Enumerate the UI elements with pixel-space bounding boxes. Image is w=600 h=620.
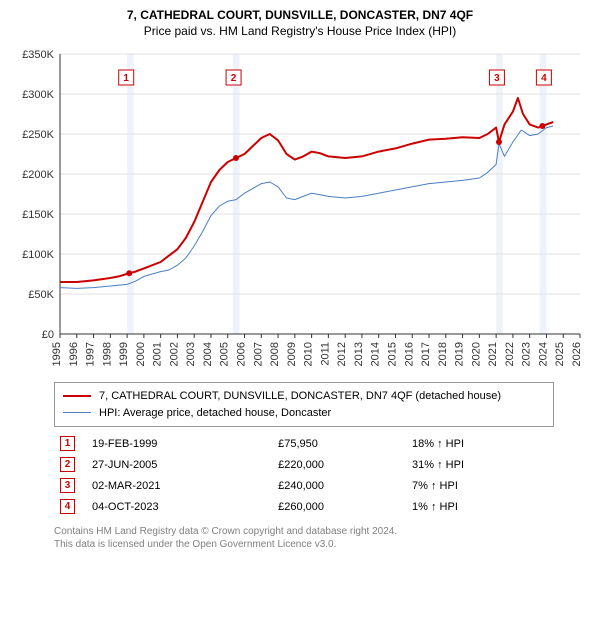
svg-text:2006: 2006: [236, 342, 248, 366]
svg-text:2023: 2023: [521, 342, 533, 366]
sale-delta: 31% ↑ HPI: [406, 454, 554, 475]
svg-text:1: 1: [123, 73, 129, 84]
svg-text:£300K: £300K: [22, 89, 54, 101]
sale-marker-icon: 2: [60, 457, 75, 472]
table-row: 2 27-JUN-2005£220,00031% ↑ HPI: [54, 454, 554, 475]
svg-text:£250K: £250K: [22, 129, 54, 141]
svg-text:2017: 2017: [420, 342, 432, 366]
sale-delta: 1% ↑ HPI: [406, 496, 554, 517]
svg-text:2019: 2019: [454, 342, 466, 366]
svg-text:2: 2: [231, 73, 237, 84]
sale-marker-icon: 3: [60, 478, 75, 493]
svg-text:£0: £0: [42, 329, 54, 341]
svg-text:2000: 2000: [135, 342, 147, 366]
chart-area: £0 £50K £100K £150K £200K £250K £300K £350K 1995…: [10, 44, 590, 374]
svg-text:2010: 2010: [303, 342, 315, 366]
svg-text:2025: 2025: [554, 342, 566, 366]
legend-swatch: [63, 395, 91, 397]
svg-text:4: 4: [541, 73, 547, 84]
svg-text:2015: 2015: [386, 342, 398, 366]
svg-text:£200K: £200K: [22, 169, 54, 181]
footer-line-1: Contains HM Land Registry data © Crown c…: [54, 525, 578, 538]
legend-label: 7, CATHEDRAL COURT, DUNSVILLE, DONCASTER…: [99, 388, 501, 405]
legend-swatch: [63, 412, 91, 413]
sale-price: £260,000: [272, 496, 406, 517]
svg-text:2003: 2003: [185, 342, 197, 366]
table-row: 4 04-OCT-2023£260,0001% ↑ HPI: [54, 496, 554, 517]
sale-date: 19-FEB-1999: [86, 433, 272, 454]
legend-row: HPI: Average price, detached house, Donc…: [63, 405, 545, 422]
svg-text:2014: 2014: [370, 342, 382, 366]
svg-text:1995: 1995: [51, 342, 63, 366]
sale-delta: 18% ↑ HPI: [406, 433, 554, 454]
sale-date: 27-JUN-2005: [86, 454, 272, 475]
svg-text:2024: 2024: [537, 342, 549, 366]
svg-text:1997: 1997: [85, 342, 97, 366]
sale-price: £75,950: [272, 433, 406, 454]
sale-date: 02-MAR-2021: [86, 475, 272, 496]
svg-text:1998: 1998: [101, 342, 113, 366]
svg-text:2026: 2026: [571, 342, 583, 366]
sale-date: 04-OCT-2023: [86, 496, 272, 517]
svg-text:£150K: £150K: [22, 209, 54, 221]
svg-text:2013: 2013: [353, 342, 365, 366]
svg-text:2009: 2009: [286, 342, 298, 366]
table-row: 1 19-FEB-1999£75,95018% ↑ HPI: [54, 433, 554, 454]
marker-cell: 1: [54, 433, 86, 454]
legend-label: HPI: Average price, detached house, Donc…: [99, 405, 331, 422]
attribution-footer: Contains HM Land Registry data © Crown c…: [54, 525, 578, 551]
svg-text:1996: 1996: [68, 342, 80, 366]
svg-text:2022: 2022: [504, 342, 516, 366]
svg-text:2007: 2007: [252, 342, 264, 366]
svg-text:£50K: £50K: [28, 289, 54, 301]
svg-text:2008: 2008: [269, 342, 281, 366]
svg-text:2012: 2012: [336, 342, 348, 366]
svg-text:2004: 2004: [202, 342, 214, 366]
sales-table: 1 19-FEB-1999£75,95018% ↑ HPI 2 27-JUN-2005…: [54, 433, 554, 517]
svg-text:2021: 2021: [487, 342, 499, 366]
marker-cell: 4: [54, 496, 86, 517]
svg-text:3: 3: [494, 73, 500, 84]
page-subtitle: Price paid vs. HM Land Registry's House …: [10, 24, 590, 38]
svg-text:£350K: £350K: [22, 49, 54, 61]
svg-text:2002: 2002: [168, 342, 180, 366]
sale-delta: 7% ↑ HPI: [406, 475, 554, 496]
table-row: 3 02-MAR-2021£240,0007% ↑ HPI: [54, 475, 554, 496]
svg-text:2018: 2018: [437, 342, 449, 366]
legend: 7, CATHEDRAL COURT, DUNSVILLE, DONCASTER…: [54, 382, 554, 427]
svg-text:2011: 2011: [319, 342, 331, 366]
sale-price: £240,000: [272, 475, 406, 496]
chart-container: 7, CATHEDRAL COURT, DUNSVILLE, DONCASTER…: [0, 0, 600, 559]
svg-text:2016: 2016: [403, 342, 415, 366]
page-title: 7, CATHEDRAL COURT, DUNSVILLE, DONCASTER…: [10, 8, 590, 22]
sale-price: £220,000: [272, 454, 406, 475]
sale-marker-icon: 4: [60, 499, 75, 514]
svg-text:2001: 2001: [152, 342, 164, 366]
svg-text:£100K: £100K: [22, 249, 54, 261]
price-chart: £0 £50K £100K £150K £200K £250K £300K £350K 1995…: [10, 44, 590, 374]
svg-text:2020: 2020: [470, 342, 482, 366]
svg-text:1999: 1999: [118, 342, 130, 366]
legend-row: 7, CATHEDRAL COURT, DUNSVILLE, DONCASTER…: [63, 388, 545, 405]
sale-marker-icon: 1: [60, 436, 75, 451]
svg-text:2005: 2005: [219, 342, 231, 366]
footer-line-2: This data is licensed under the Open Gov…: [54, 538, 578, 551]
marker-cell: 3: [54, 475, 86, 496]
marker-cell: 2: [54, 454, 86, 475]
